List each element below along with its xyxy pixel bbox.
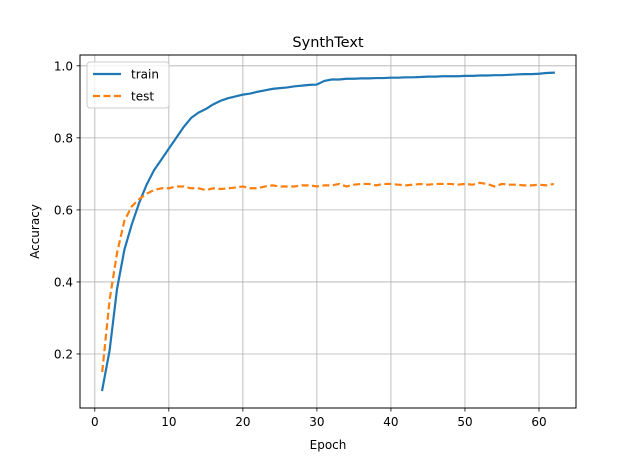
series-lines (100, 71, 555, 392)
y-tick-label: 1.0 (54, 59, 73, 73)
axis-ticks: 0 10 20 30 40 50 60 0.2 0.4 0.6 0.8 1.0 (54, 59, 547, 429)
legend-label-test: test (131, 90, 154, 104)
y-tick-label: 0.6 (54, 203, 73, 217)
legend: train test (86, 61, 170, 109)
plot-frame (79, 54, 577, 409)
y-tick-label: 0.2 (54, 347, 73, 361)
chart-title: SynthText (292, 35, 363, 51)
x-tick-label: 20 (235, 415, 250, 429)
grid (80, 55, 576, 408)
x-tick-label: 50 (457, 415, 472, 429)
x-axis-label: Epoch (310, 438, 347, 452)
x-tick-label: 30 (309, 415, 324, 429)
y-axis-label: Accuracy (28, 204, 42, 259)
x-tick-label: 0 (91, 415, 99, 429)
x-tick-label: 60 (531, 415, 546, 429)
legend-label-train: train (131, 68, 159, 82)
y-tick-label: 0.4 (54, 275, 73, 289)
series-line-test (101, 181, 555, 373)
series-line-train (100, 71, 555, 392)
x-tick-label: 10 (161, 415, 176, 429)
x-tick-label: 40 (383, 415, 398, 429)
y-tick-label: 0.8 (54, 131, 73, 145)
